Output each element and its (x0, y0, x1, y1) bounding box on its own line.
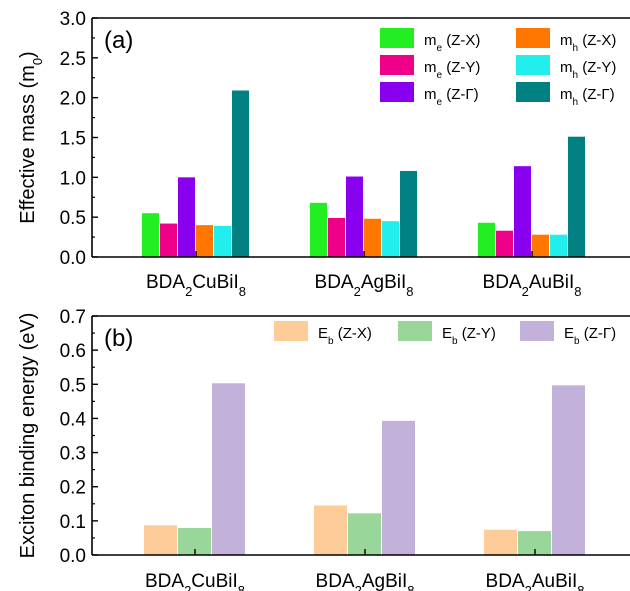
legend-label-a-2: me (Z-Γ) (424, 86, 479, 108)
legend-swatch-a-3 (516, 28, 550, 48)
category-label-b-1: BDA2AgBiI8 (316, 571, 415, 591)
ytick-label-b-5: 0.5 (60, 375, 86, 396)
legend-label-a-0: me (Z-X) (424, 32, 480, 54)
legend-label-a-4: mh (Z-Y) (560, 59, 616, 81)
bar-a-s5-c0 (232, 90, 249, 257)
y-axis-label-b: Exciton binding energy (eV) (17, 313, 39, 559)
bar-a-s1-c2 (496, 230, 513, 257)
panel-label-a: (a) (104, 27, 133, 54)
bar-a-s1-c0 (160, 223, 177, 257)
ytick-label-a-3: 1.5 (60, 129, 86, 150)
bar-a-s0-c0 (142, 213, 159, 257)
legend-swatch-b-1 (398, 321, 432, 341)
bar-b-s0-c1 (314, 505, 347, 555)
bar-a-s3-c1 (364, 218, 381, 257)
legend-label-b-1: Eb (Z-Y) (442, 325, 496, 347)
bar-a-s2-c0 (178, 177, 195, 257)
category-label-a-2: BDA2AuBiI8 (483, 272, 582, 299)
ytick-label-b-3: 0.3 (60, 444, 86, 465)
legend-label-a-1: me (Z-Y) (424, 59, 480, 81)
bar-a-s2-c2 (514, 166, 531, 257)
bar-a-s0-c2 (478, 222, 495, 257)
ytick-label-b-2: 0.2 (60, 478, 86, 499)
bar-a-s3-c0 (196, 225, 213, 257)
bar-a-s5-c1 (400, 170, 417, 257)
legend-label-a-3: mh (Z-X) (560, 32, 616, 54)
bar-a-s3-c2 (532, 234, 549, 257)
ytick-label-b-1: 0.1 (60, 512, 86, 533)
bar-a-s4-c2 (550, 234, 567, 257)
ytick-label-b-0: 0.0 (60, 546, 86, 567)
bar-a-s2-c1 (346, 176, 363, 257)
legend-swatch-a-0 (380, 28, 414, 48)
ytick-label-b-4: 0.4 (60, 409, 87, 430)
legend-swatch-a-1 (380, 55, 414, 75)
bar-b-s2-c2 (552, 385, 585, 555)
legend-swatch-a-5 (516, 82, 550, 102)
category-label-b-0: BDA2CuBiI8 (145, 571, 245, 591)
legend-swatch-b-2 (520, 321, 554, 341)
ytick-label-a-0: 0.0 (60, 248, 86, 269)
legend-label-a-5: mh (Z-Γ) (560, 86, 615, 108)
ytick-label-a-6: 3.0 (60, 9, 86, 30)
bar-b-s2-c1 (382, 420, 415, 555)
legend-label-b-0: Eb (Z-X) (318, 325, 372, 347)
bar-b-s1-c1 (348, 513, 381, 555)
bar-b-s0-c2 (484, 529, 517, 555)
legend-swatch-a-2 (380, 82, 414, 102)
bar-b-s2-c0 (212, 383, 245, 555)
ytick-label-a-4: 2.0 (60, 89, 86, 110)
ytick-label-b-6: 0.6 (60, 341, 86, 362)
bar-a-s0-c1 (310, 202, 327, 257)
category-label-a-1: BDA2AgBiI8 (315, 272, 414, 299)
ytick-label-a-2: 1.0 (60, 168, 86, 189)
bar-b-s0-c0 (144, 525, 177, 555)
legend-label-b-2: Eb (Z-Γ) (564, 325, 616, 347)
panel-b: 0.0 0.1 0.2 0.3 0.4 0.5 0.6 0.7 BDA2CuBiI8 BDA2Ag… (17, 307, 630, 591)
category-label-b-2: BDA2AuBiI8 (486, 571, 585, 591)
legend-swatch-a-4 (516, 55, 550, 75)
bar-a-s5-c2 (568, 136, 585, 257)
bar-a-s4-c1 (382, 221, 399, 257)
category-label-a-0: BDA2CuBiI8 (146, 272, 246, 299)
ytick-label-a-1: 0.5 (60, 208, 86, 229)
bar-a-s1-c1 (328, 217, 345, 257)
panel-label-b: (b) (104, 325, 133, 352)
ytick-label-a-5: 2.5 (60, 49, 86, 70)
bar-b-s1-c2 (518, 531, 551, 555)
legend-swatch-b-0 (274, 321, 308, 341)
y-axis-label-a: Effective mass (m0) (17, 51, 45, 223)
panel-a: 0.0 0.5 1.0 1.5 2.0 2.5 3.0 BDA2CuBiI8 BDA2AgBiI… (17, 9, 630, 299)
ytick-label-b-7: 0.7 (60, 307, 86, 328)
bar-a-s4-c0 (214, 225, 231, 257)
